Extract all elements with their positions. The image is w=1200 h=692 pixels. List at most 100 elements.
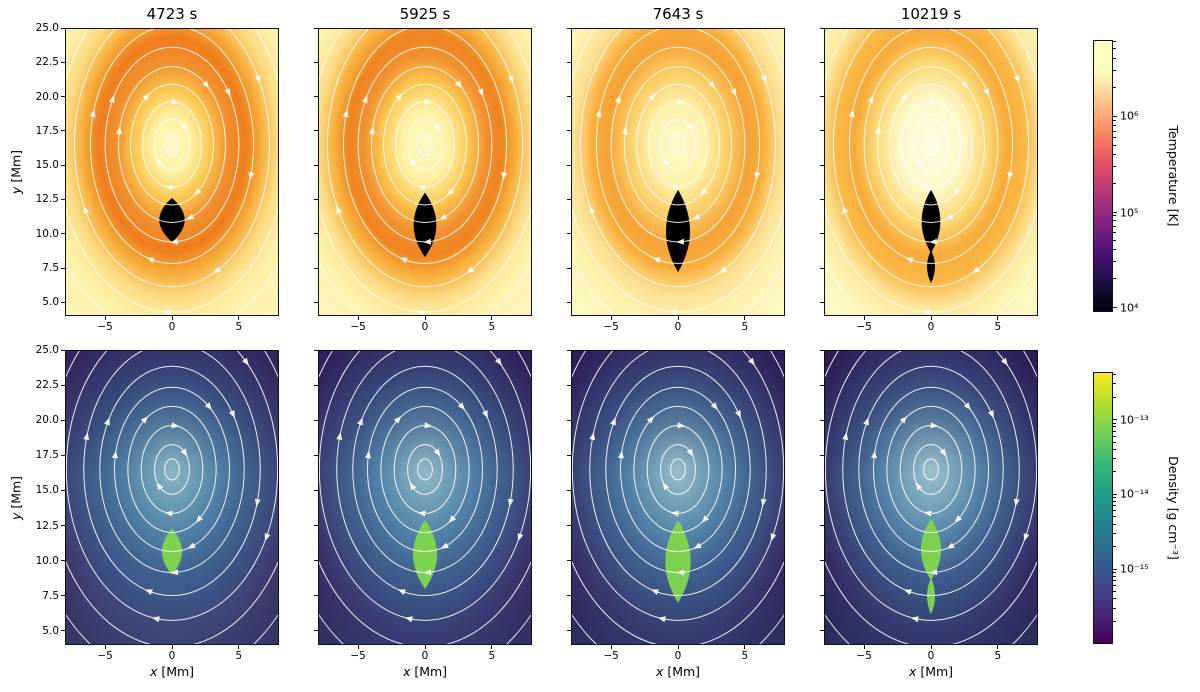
y-tick-mark [567, 301, 571, 303]
x-axis-label: x [Mm] [909, 664, 953, 679]
temperature-colorbar [1093, 40, 1113, 312]
panel-density-2 [571, 350, 785, 645]
y-tick-label: 5.0 [42, 624, 59, 637]
y-tick-label: 5.0 [42, 296, 59, 309]
x-tick-mark [171, 316, 173, 320]
y-tick-mark [820, 454, 824, 456]
colorbar-tick-mark [1113, 419, 1117, 421]
y-tick-mark [314, 454, 318, 456]
y-axis-label-var: y [8, 512, 24, 520]
colorbar-minor-tick-mark [1113, 278, 1116, 280]
x-tick-mark [424, 316, 426, 320]
density-colorbar-gradient [1094, 373, 1112, 643]
y-tick-mark [314, 27, 318, 29]
y-tick-mark [820, 61, 824, 63]
x-axis-label-var: x [149, 664, 158, 679]
y-tick-mark [567, 27, 571, 29]
x-tick-label: −5 [603, 321, 619, 333]
y-tick-mark [314, 630, 318, 632]
x-tick-label: 5 [994, 650, 1002, 662]
y-tick-mark [567, 595, 571, 597]
panel-density-0 [65, 350, 279, 645]
x-tick-mark [491, 645, 493, 649]
y-tick-mark [61, 96, 65, 98]
y-tick-mark [314, 130, 318, 132]
x-tick-mark [677, 316, 679, 320]
x-tick-label: 0 [674, 650, 682, 662]
y-tick-mark [567, 96, 571, 98]
y-tick-mark [820, 525, 824, 527]
y-tick-label: 22.5 [35, 56, 59, 69]
colorbar-minor-tick-mark [1113, 620, 1116, 622]
y-tick-mark [314, 233, 318, 235]
y-tick-mark [567, 198, 571, 200]
y-tick-label: 10.0 [35, 554, 59, 567]
colorbar-minor-tick-mark [1113, 435, 1116, 437]
colorbar-minor-tick-mark [1113, 546, 1116, 548]
x-tick-mark [104, 316, 106, 320]
y-tick-label: 17.5 [35, 124, 59, 137]
x-axis-label-var: x [908, 664, 917, 679]
y-axis-label: y [Mm] [9, 475, 24, 519]
panel-density-1 [318, 350, 532, 645]
x-tick-label: 5 [994, 321, 1002, 333]
y-tick-mark [567, 233, 571, 235]
y-tick-label: 17.5 [35, 449, 59, 462]
colorbar-tick-label: 10⁻¹³ [1120, 413, 1149, 427]
colorbar-tick-mark [1113, 493, 1117, 495]
y-tick-label: 15.0 [35, 159, 59, 172]
x-tick-mark [610, 645, 612, 649]
colorbar-minor-tick-mark [1113, 448, 1116, 450]
x-axis-label-unit: [Mm] [916, 664, 954, 679]
colorbar-minor-tick-mark [1113, 86, 1116, 88]
y-tick-mark [61, 164, 65, 166]
colorbar-minor-tick-mark [1113, 533, 1116, 534]
colorbar-minor-tick-mark [1113, 598, 1116, 600]
y-tick-mark [61, 384, 65, 386]
colorbar-minor-tick-mark [1113, 441, 1116, 443]
colorbar-minor-tick-mark [1113, 166, 1116, 168]
colorbar-minor-tick-mark [1113, 396, 1116, 398]
y-tick-mark [61, 595, 65, 597]
y-tick-mark [61, 630, 65, 632]
colorbar-minor-tick-mark [1113, 220, 1116, 222]
colorbar-minor-tick-mark [1113, 215, 1116, 217]
y-tick-mark [61, 525, 65, 527]
x-tick-label: −5 [350, 650, 366, 662]
colorbar-minor-tick-mark [1113, 523, 1116, 525]
y-tick-mark [820, 419, 824, 421]
density-colorbar-label: Density [g cm⁻³] [1166, 456, 1181, 560]
y-tick-mark [820, 595, 824, 597]
x-axis-label-unit: [Mm] [410, 664, 448, 679]
y-tick-label: 7.5 [42, 262, 59, 274]
colorbar-minor-tick-mark [1113, 383, 1116, 385]
y-tick-label: 20.0 [35, 90, 59, 103]
y-tick-mark [61, 130, 65, 132]
x-tick-mark [863, 645, 865, 649]
x-tick-label: 5 [235, 321, 243, 333]
colorbar-tick-mark [1113, 115, 1117, 117]
y-tick-mark [314, 595, 318, 597]
y-tick-mark [567, 61, 571, 63]
x-tick-label: 0 [421, 650, 429, 662]
y-tick-mark [567, 164, 571, 166]
x-tick-mark [238, 316, 240, 320]
y-tick-mark [567, 130, 571, 132]
colorbar-tick-mark [1113, 307, 1117, 309]
colorbar-minor-tick-mark [1113, 575, 1116, 577]
x-tick-mark [238, 645, 240, 649]
colorbar-minor-tick-mark [1113, 249, 1116, 251]
colorbar-minor-tick-mark [1113, 572, 1116, 574]
colorbar-minor-tick-mark [1113, 516, 1116, 518]
colorbar-minor-tick-mark [1113, 422, 1116, 424]
y-tick-mark [820, 164, 824, 166]
x-tick-label: 0 [168, 321, 176, 333]
colorbar-minor-tick-mark [1113, 261, 1116, 263]
panel-temperature-2 [571, 28, 785, 316]
y-tick-mark [314, 198, 318, 200]
colorbar-minor-tick-mark [1113, 144, 1116, 146]
y-tick-label: 12.5 [35, 519, 59, 532]
panel-title: 7643 s [652, 5, 704, 23]
y-tick-label: 20.0 [35, 414, 59, 427]
